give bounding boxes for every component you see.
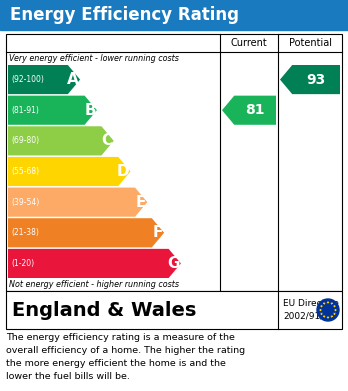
Polygon shape <box>8 249 181 278</box>
Polygon shape <box>323 315 326 318</box>
Polygon shape <box>323 302 326 305</box>
Text: 81: 81 <box>245 103 265 117</box>
Text: (81-91): (81-91) <box>11 106 39 115</box>
Polygon shape <box>8 188 147 217</box>
Text: E: E <box>136 195 146 210</box>
Polygon shape <box>320 305 323 308</box>
Bar <box>0 0 348 30</box>
Text: D: D <box>117 164 129 179</box>
Text: A: A <box>68 72 79 87</box>
Bar <box>6 34 342 291</box>
Polygon shape <box>8 96 97 125</box>
Text: (1-20): (1-20) <box>11 259 34 268</box>
Text: (21-38): (21-38) <box>11 228 39 237</box>
Polygon shape <box>222 96 276 125</box>
Polygon shape <box>326 301 330 304</box>
Polygon shape <box>8 218 164 248</box>
Polygon shape <box>333 312 336 316</box>
Text: Not energy efficient - higher running costs: Not energy efficient - higher running co… <box>9 280 179 289</box>
Polygon shape <box>280 65 340 94</box>
Text: 93: 93 <box>307 73 326 86</box>
Polygon shape <box>334 309 337 312</box>
Text: Current: Current <box>231 38 267 48</box>
Text: Very energy efficient - lower running costs: Very energy efficient - lower running co… <box>9 54 179 63</box>
Text: Potential: Potential <box>288 38 332 48</box>
Polygon shape <box>326 316 330 319</box>
Polygon shape <box>8 126 114 156</box>
Text: (39-54): (39-54) <box>11 197 39 206</box>
Text: B: B <box>84 103 96 118</box>
Text: EU Directive
2002/91/EC: EU Directive 2002/91/EC <box>283 299 339 321</box>
Text: The energy efficiency rating is a measure of the
overall efficiency of a home. T: The energy efficiency rating is a measur… <box>6 333 245 380</box>
Polygon shape <box>330 315 333 318</box>
Text: England & Wales: England & Wales <box>12 301 196 319</box>
Polygon shape <box>320 312 323 316</box>
Text: Energy Efficiency Rating: Energy Efficiency Rating <box>10 6 239 24</box>
Polygon shape <box>333 305 336 308</box>
Polygon shape <box>319 309 322 312</box>
Bar <box>6 291 342 329</box>
Polygon shape <box>8 65 80 94</box>
Text: F: F <box>153 225 163 240</box>
Polygon shape <box>8 157 130 186</box>
Text: (55-68): (55-68) <box>11 167 39 176</box>
Text: (69-80): (69-80) <box>11 136 39 145</box>
Text: (92-100): (92-100) <box>11 75 44 84</box>
Text: C: C <box>102 133 113 148</box>
Circle shape <box>317 299 339 321</box>
Text: G: G <box>167 256 180 271</box>
Polygon shape <box>330 302 333 305</box>
